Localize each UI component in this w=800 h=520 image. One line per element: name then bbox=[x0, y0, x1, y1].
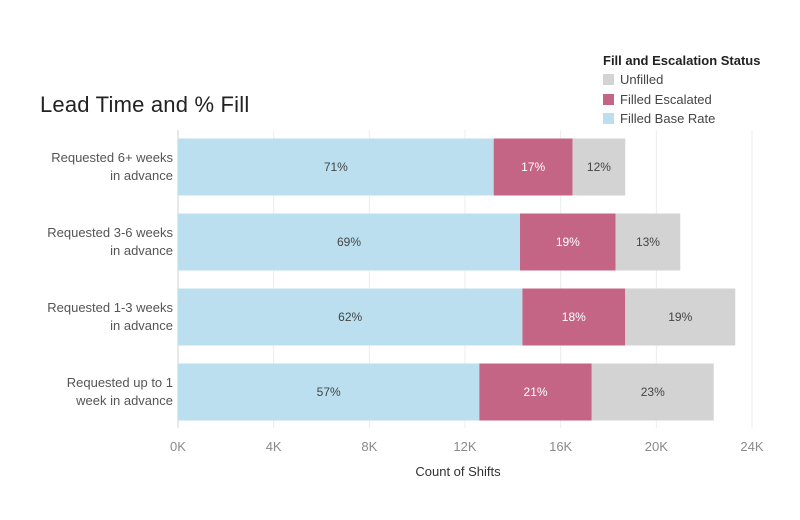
bar-data-label: 62% bbox=[338, 310, 362, 324]
legend-label: Unfilled bbox=[620, 72, 664, 88]
chart-title: Lead Time and % Fill bbox=[40, 92, 250, 117]
bar-segment bbox=[178, 363, 480, 421]
legend-items: Unfilled Filled Escalated Filled Base Rate bbox=[603, 70, 760, 129]
bar-data-label: 19% bbox=[556, 235, 580, 249]
x-axis-title: Count of Shifts bbox=[415, 464, 501, 479]
x-tick-label: 12K bbox=[453, 439, 476, 454]
category-label: in advance bbox=[110, 243, 173, 258]
x-tick-label: 24K bbox=[740, 439, 763, 454]
bar-segment bbox=[625, 288, 736, 346]
bar-data-label: 19% bbox=[668, 310, 692, 324]
bar-segment bbox=[178, 288, 523, 346]
legend-item: Unfilled bbox=[603, 70, 760, 90]
bar-segment bbox=[591, 363, 714, 421]
x-tick-label: 8K bbox=[361, 439, 377, 454]
legend-swatch bbox=[603, 74, 614, 86]
legend: Fill and Escalation Status Unfilled Fille… bbox=[603, 53, 760, 129]
bar-segment bbox=[572, 138, 626, 196]
legend-swatch bbox=[603, 113, 614, 125]
bar-segment bbox=[520, 213, 616, 271]
legend-label: Filled Escalated bbox=[620, 91, 712, 107]
x-tick-label: 4K bbox=[266, 439, 282, 454]
x-tick-label: 0K bbox=[170, 439, 186, 454]
bar-data-label: 13% bbox=[636, 235, 660, 249]
category-label: Requested 1-3 weeks bbox=[47, 300, 173, 315]
category-label: Requested 3-6 weeks bbox=[47, 225, 173, 240]
bar-data-label: 17% bbox=[521, 160, 545, 174]
category-label: week in advance bbox=[75, 393, 173, 408]
bar-data-label: 21% bbox=[524, 385, 548, 399]
legend-title: Fill and Escalation Status bbox=[603, 53, 761, 68]
bar-segment bbox=[522, 288, 626, 346]
x-tick-label: 20K bbox=[645, 439, 668, 454]
legend-label: Filled Base Rate bbox=[620, 111, 716, 127]
bar-segment bbox=[178, 213, 521, 271]
category-label: in advance bbox=[110, 318, 173, 333]
legend-item: Filled Base Rate bbox=[603, 109, 760, 129]
bar-data-label: 12% bbox=[587, 160, 611, 174]
legend-swatch bbox=[603, 93, 614, 105]
bar-data-label: 69% bbox=[337, 235, 361, 249]
bar-data-label: 71% bbox=[324, 160, 348, 174]
x-tick-label: 16K bbox=[549, 439, 572, 454]
bar-segment bbox=[493, 138, 573, 196]
bar-data-label: 18% bbox=[562, 310, 586, 324]
bar-segment bbox=[178, 138, 494, 196]
bar-data-label: 57% bbox=[317, 385, 341, 399]
bar-data-label: 23% bbox=[641, 385, 665, 399]
category-label: Requested up to 1 bbox=[67, 375, 173, 390]
category-label: Requested 6+ weeks bbox=[51, 150, 173, 165]
category-label: in advance bbox=[110, 168, 173, 183]
bar-segment bbox=[479, 363, 592, 421]
legend-item: Filled Escalated bbox=[603, 90, 760, 110]
bar-segment bbox=[615, 213, 681, 271]
